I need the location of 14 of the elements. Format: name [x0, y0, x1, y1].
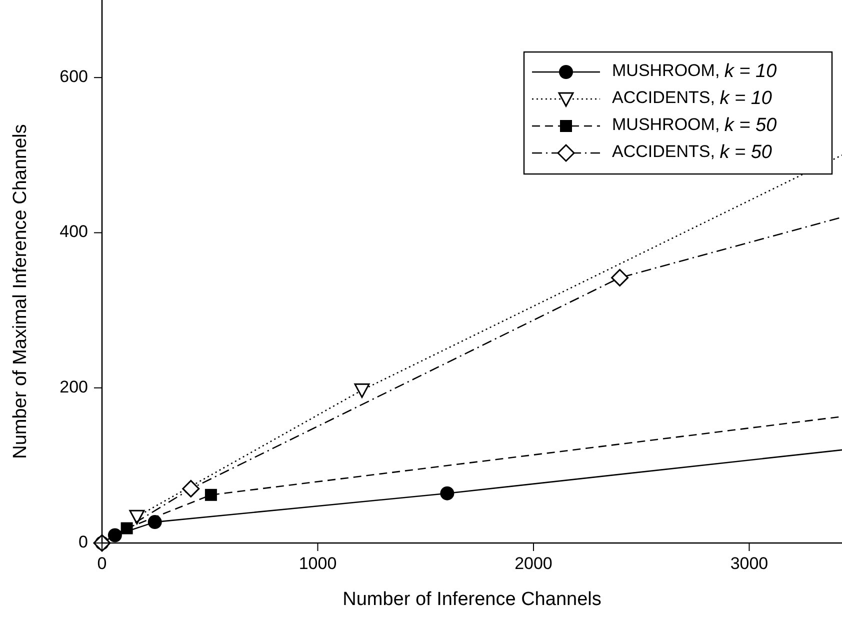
- x-tick-label: 3000: [730, 554, 768, 573]
- legend-label: ACCIDENTS, k = 10: [612, 88, 772, 110]
- x-tick-label: 2000: [514, 554, 552, 573]
- legend-label: ACCIDENTS, k = 50: [612, 142, 772, 164]
- y-tick-label: 200: [60, 377, 88, 396]
- y-tick-label: 600: [60, 67, 88, 86]
- x-tick-label: 1000: [298, 554, 337, 573]
- y-axis-title: Number of Maximal Inference Channels: [10, 124, 31, 459]
- y-tick-label: 400: [60, 222, 88, 242]
- legend-label: MUSHROOM, k = 10: [612, 61, 778, 82]
- legend-label: MUSHROOM, k = 50: [612, 115, 778, 136]
- x-tick-label: 0: [97, 554, 107, 573]
- x-axis-title: Number of Inference Channels: [342, 589, 602, 610]
- y-tick-label: 0: [78, 532, 88, 552]
